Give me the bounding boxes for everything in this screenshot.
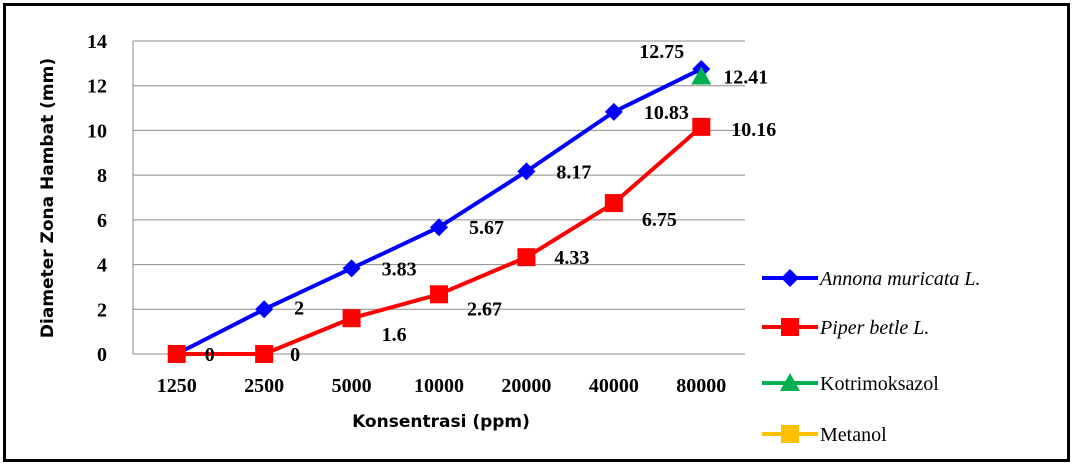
- data-labels: 2 3.83 5.67 8.17 10.83 12.75 0 0 1.6 2.67 4.33 6.75…: [205, 41, 777, 366]
- x-tick-label: 2500: [244, 375, 284, 397]
- data-label: 10.83: [644, 102, 689, 124]
- legend-label: Metanol: [820, 424, 887, 446]
- x-axis-title: Konsentrasi (ppm): [352, 412, 530, 432]
- legend-label: Kotrimoksazol: [820, 373, 939, 395]
- chart-frame: [3, 3, 1070, 462]
- data-label: 6.75: [642, 209, 677, 231]
- data-label: 3.83: [382, 258, 417, 280]
- y-tick-label: 10: [87, 120, 107, 142]
- data-label: 4.33: [554, 247, 589, 269]
- x-tick-labels: 1250 2500 5000 10000 20000 40000 80000: [157, 375, 727, 397]
- y-tick-label: 4: [97, 255, 107, 277]
- data-label: 5.67: [469, 217, 504, 239]
- data-label: 0: [205, 344, 215, 366]
- legend-label: Piper betle L.: [819, 317, 929, 339]
- triangle-marker: [691, 66, 712, 85]
- diamond-marker: [604, 102, 623, 121]
- data-label: 10.16: [731, 119, 776, 141]
- y-axis-title: Diameter Zona Hambat (mm): [38, 58, 58, 338]
- data-label: 0: [290, 344, 300, 366]
- square-marker: [342, 309, 361, 328]
- square-marker: [781, 318, 799, 336]
- x-tick-label: 80000: [676, 375, 726, 397]
- y-tick-label: 14: [87, 31, 107, 53]
- y-tick-label: 0: [97, 344, 107, 366]
- y-tick-label: 12: [87, 76, 107, 98]
- data-label: 1.6: [382, 324, 407, 346]
- data-label: 2.67: [467, 298, 502, 320]
- diamond-marker: [255, 300, 274, 319]
- y-tick-label: 2: [97, 299, 107, 321]
- legend-label: Annona muricata L.: [818, 268, 981, 290]
- data-label: 2: [294, 297, 304, 319]
- series-line: [176, 125, 703, 356]
- square-marker: [430, 285, 448, 304]
- data-label: 12.75: [639, 41, 684, 63]
- x-tick-label: 40000: [589, 375, 639, 397]
- square-marker: [692, 117, 711, 136]
- square-marker: [517, 248, 536, 267]
- square-marker: [167, 345, 186, 363]
- square-marker: [604, 194, 623, 213]
- legend: Annona muricata L. Piper betle L. Kotrimok…: [762, 268, 981, 446]
- data-label: 12.41: [723, 67, 768, 89]
- x-tick-label: 5000: [332, 375, 372, 397]
- y-tick-labels: 0 2 4 6 8 10 12 14: [87, 31, 107, 366]
- x-tick-label: 20000: [501, 375, 551, 397]
- x-tick-label: 10000: [414, 375, 464, 397]
- triangle-marker: [780, 373, 800, 391]
- x-tick-label: 1250: [157, 375, 197, 397]
- diamond-marker: [517, 162, 536, 181]
- square-marker: [781, 425, 799, 443]
- series-group: [167, 59, 712, 363]
- diamond-marker: [430, 218, 448, 237]
- diamond-marker: [342, 259, 361, 278]
- y-tick-label: 8: [97, 165, 107, 187]
- square-marker: [255, 345, 274, 363]
- data-label: 8.17: [556, 161, 591, 183]
- gridlines: [132, 40, 745, 355]
- y-tick-label: 6: [97, 210, 107, 232]
- diamond-marker: [781, 269, 799, 287]
